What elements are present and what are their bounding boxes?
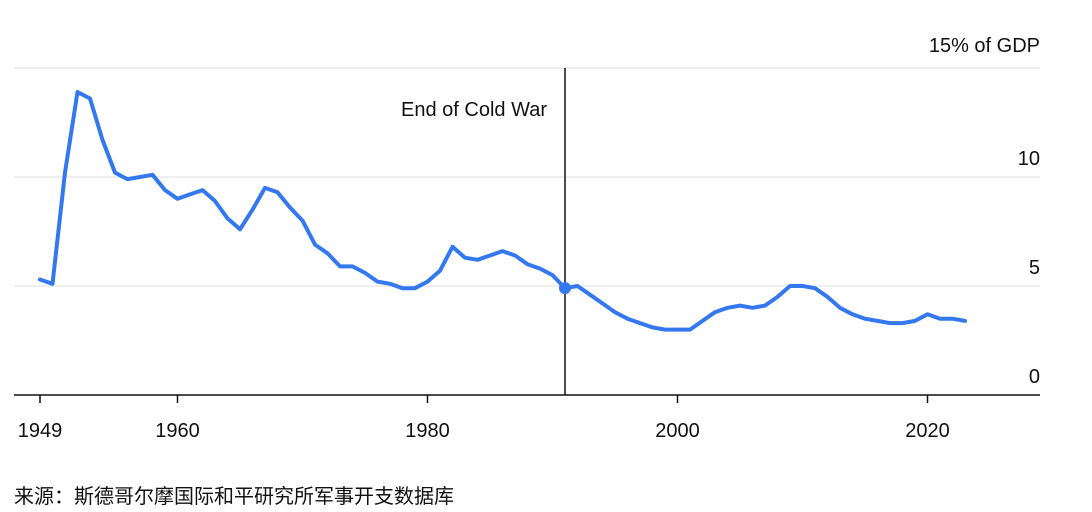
data-point-1983 bbox=[463, 256, 467, 260]
data-point-1986 bbox=[501, 249, 505, 253]
military-spending-chart: 0 5 10 15% of GDP 1949 1960 1980 2000 2020 End … bbox=[14, 35, 1040, 442]
data-point-1973 bbox=[338, 264, 342, 268]
data-point-1972 bbox=[326, 251, 330, 255]
data-point-1952 bbox=[76, 90, 80, 94]
data-point-1981 bbox=[438, 269, 442, 273]
data-point-2004 bbox=[726, 306, 730, 310]
data-point-1980 bbox=[426, 280, 430, 284]
data-point-1990 bbox=[551, 273, 555, 277]
data-point-1976 bbox=[376, 280, 380, 284]
data-point-1950 bbox=[51, 282, 55, 286]
data-point-2005 bbox=[738, 304, 742, 308]
data-point-2017 bbox=[888, 321, 892, 325]
data-point-1998 bbox=[651, 325, 655, 329]
y-tick-label: 5 bbox=[1029, 257, 1040, 279]
data-point-2000 bbox=[676, 328, 680, 332]
data-point-1979 bbox=[413, 286, 417, 290]
data-point-1982 bbox=[451, 245, 455, 249]
source-note: 来源：斯德哥尔摩国际和平研究所军事开支数据库 bbox=[14, 484, 454, 508]
series-layer bbox=[38, 90, 967, 332]
data-point-2011 bbox=[813, 286, 817, 290]
x-tick-label: 2020 bbox=[905, 420, 950, 442]
data-point-2002 bbox=[701, 319, 705, 323]
data-point-2007 bbox=[763, 304, 767, 308]
data-point-1961 bbox=[188, 192, 192, 196]
data-point-1996 bbox=[626, 317, 630, 321]
data-point-1985 bbox=[488, 253, 492, 257]
data-point-2019 bbox=[913, 319, 917, 323]
x-tick-label: 1980 bbox=[405, 420, 450, 442]
cold-war-label: End of Cold War bbox=[401, 99, 547, 121]
data-point-1962 bbox=[201, 188, 205, 192]
data-point-1959 bbox=[163, 188, 167, 192]
data-point-2003 bbox=[713, 310, 717, 314]
data-point-2010 bbox=[801, 284, 805, 288]
x-tick-label: 1960 bbox=[155, 420, 200, 442]
data-point-2014 bbox=[851, 312, 855, 316]
data-point-2001 bbox=[688, 328, 692, 332]
y-axis-tick-labels: 0 5 10 15% of GDP bbox=[929, 35, 1040, 388]
data-point-1968 bbox=[276, 190, 280, 194]
data-point-2009 bbox=[788, 284, 792, 288]
data-point-1960 bbox=[176, 197, 180, 201]
data-point-1970 bbox=[301, 219, 305, 223]
data-point-2016 bbox=[876, 319, 880, 323]
data-point-2022 bbox=[951, 317, 955, 321]
data-point-1975 bbox=[363, 271, 367, 275]
data-point-2006 bbox=[751, 306, 755, 310]
x-axis: 1949 1960 1980 2000 2020 bbox=[14, 394, 1040, 442]
data-point-2018 bbox=[901, 321, 905, 325]
data-point-1991 bbox=[563, 286, 567, 290]
data-point-1997 bbox=[638, 321, 642, 325]
data-point-1966 bbox=[251, 208, 255, 212]
data-point-2021 bbox=[938, 317, 942, 321]
data-point-2015 bbox=[863, 317, 867, 321]
data-point-1958 bbox=[151, 173, 155, 177]
data-point-2013 bbox=[838, 306, 842, 310]
data-point-2008 bbox=[776, 295, 780, 299]
data-point-1999 bbox=[663, 328, 667, 332]
series-line bbox=[38, 90, 967, 332]
data-point-1993 bbox=[588, 293, 592, 297]
data-point-1978 bbox=[401, 286, 405, 290]
data-point-1967 bbox=[263, 186, 267, 190]
data-point-1964 bbox=[226, 216, 230, 220]
data-point-1987 bbox=[513, 253, 517, 257]
data-point-1977 bbox=[388, 282, 392, 286]
data-point-1974 bbox=[351, 264, 355, 268]
x-tick-label: 2000 bbox=[655, 420, 700, 442]
data-point-1969 bbox=[288, 206, 292, 210]
data-point-1992 bbox=[576, 284, 580, 288]
data-point-2023 bbox=[963, 319, 967, 323]
y-tick-label: 15% of GDP bbox=[929, 35, 1040, 57]
data-point-1955 bbox=[113, 171, 117, 175]
data-point-1989 bbox=[538, 267, 542, 271]
data-point-2020 bbox=[926, 312, 930, 316]
data-point-1953 bbox=[88, 97, 92, 101]
data-point-1971 bbox=[313, 243, 317, 247]
y-tick-label: 0 bbox=[1029, 366, 1040, 388]
data-point-1949 bbox=[38, 277, 42, 281]
data-point-1954 bbox=[101, 138, 105, 142]
cold-war-annotation: End of Cold War bbox=[401, 68, 571, 395]
data-point-1984 bbox=[476, 258, 480, 262]
data-point-1951 bbox=[63, 171, 67, 175]
x-tick-label: 1949 bbox=[18, 420, 63, 442]
data-point-1957 bbox=[138, 175, 142, 179]
data-point-1994 bbox=[601, 301, 605, 305]
data-point-1995 bbox=[613, 310, 617, 314]
data-point-1965 bbox=[238, 227, 242, 231]
data-point-1988 bbox=[526, 262, 530, 266]
data-point-1956 bbox=[126, 177, 130, 181]
data-point-2012 bbox=[826, 295, 830, 299]
data-point-1963 bbox=[213, 199, 217, 203]
y-tick-label: 10 bbox=[1018, 148, 1040, 170]
gridlines bbox=[14, 67, 1040, 287]
